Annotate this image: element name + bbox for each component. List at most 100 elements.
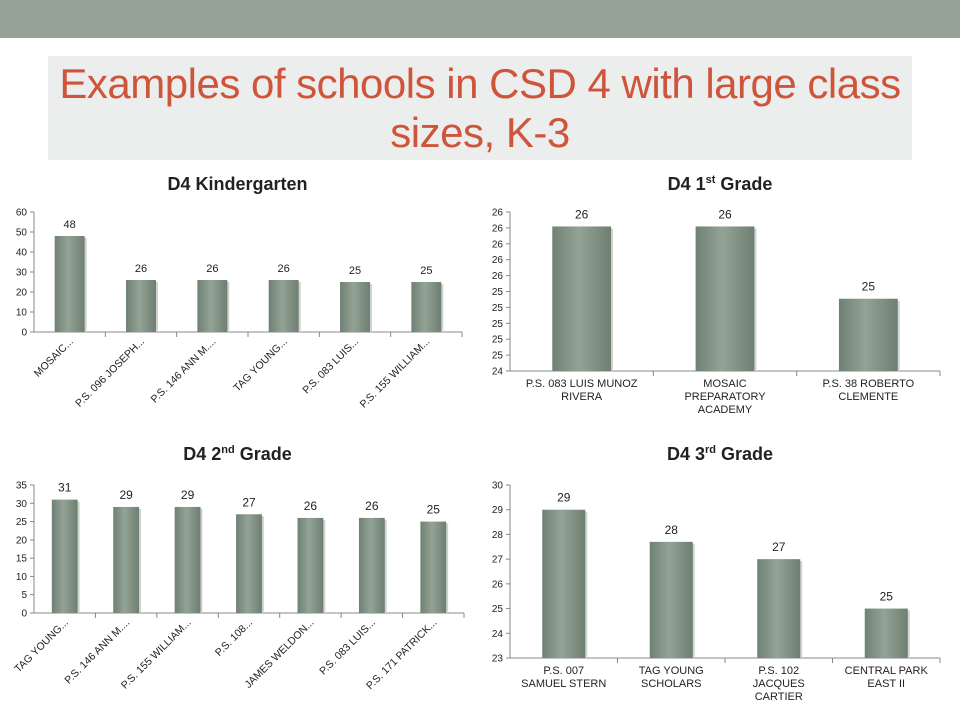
bar <box>174 506 201 613</box>
data-label: 26 <box>206 263 218 275</box>
data-label: 31 <box>58 481 72 495</box>
chart-plot: 0 10 20 30 40 50 60 48 MOSAIC... 26 P.S. 096 JOSEP… <box>16 208 463 410</box>
bar <box>864 608 908 658</box>
y-tick-label: 20 <box>16 288 28 299</box>
bar <box>236 514 262 613</box>
category-label-line: P.S. 38 ROBERTO <box>822 378 914 390</box>
y-tick-label: 28 <box>492 530 504 541</box>
bar <box>552 226 612 371</box>
bar <box>695 226 755 371</box>
bar <box>420 521 447 613</box>
chart-title: D4 3rd Grade <box>480 444 960 465</box>
y-tick-label: 25 <box>492 303 504 314</box>
title-box: Examples of schools in CSD 4 with large … <box>48 56 912 160</box>
data-label: 27 <box>772 540 786 554</box>
y-tick-label: 0 <box>21 609 27 620</box>
category-label: JAMES WELDON... <box>242 617 316 691</box>
chart-first-grade: D4 1st Grade 24 25 25 25 25 25 26 26 26 26 26 26 P.S… <box>480 170 960 432</box>
y-tick-label: 60 <box>16 208 28 219</box>
y-tick-label: 40 <box>16 248 28 259</box>
y-tick-label: 26 <box>492 579 504 590</box>
y-tick-label: 30 <box>16 268 28 279</box>
bar <box>113 506 140 613</box>
y-tick-label: 25 <box>16 517 28 528</box>
data-label: 26 <box>135 263 147 275</box>
y-tick-label: 26 <box>492 271 504 282</box>
chart-second-grade: D4 2nd Grade 0 5 10 15 20 25 30 35 31 TAG YOUNG..… <box>0 440 475 720</box>
category-label-line: CLEMENTE <box>838 391 898 403</box>
category-label-line: JACQUES <box>753 678 805 690</box>
data-label: 25 <box>427 503 441 517</box>
chart-plot: 24 25 25 25 25 25 26 26 26 26 26 26 P.S. 083 LUIS MU… <box>492 207 941 416</box>
bar <box>126 280 156 332</box>
category-label-line: RIVERA <box>561 391 603 403</box>
y-tick-label: 25 <box>492 335 504 346</box>
category-label: P.S. 083 LUIS MUNOZ RIVERA <box>526 378 638 403</box>
chart-title: D4 2nd Grade <box>0 444 475 465</box>
y-tick-label: 5 <box>21 590 27 601</box>
bar <box>649 541 693 658</box>
category-label-line: MOSAIC <box>703 378 746 390</box>
top-band <box>0 0 960 38</box>
bar <box>757 559 801 658</box>
data-label: 25 <box>420 265 432 277</box>
category-label-line: P.S. 102 <box>758 665 799 677</box>
y-tick-label: 25 <box>492 319 504 330</box>
bar <box>54 236 85 332</box>
data-label: 26 <box>575 207 589 221</box>
data-label: 29 <box>181 488 195 502</box>
bar <box>542 509 586 658</box>
chart-title-main: D4 3 <box>666 444 705 464</box>
y-tick-label: 23 <box>492 654 504 665</box>
y-tick-label: 25 <box>492 604 504 615</box>
chart-title-sup: st <box>705 174 716 186</box>
category-label-line: EAST II <box>867 678 905 690</box>
y-tick-label: 50 <box>16 228 28 239</box>
bar <box>340 282 370 332</box>
chart-title: D4 Kindergarten <box>0 174 475 195</box>
y-tick-label: 26 <box>492 239 504 250</box>
category-label: P.S. 096 JOSEPH... <box>73 336 147 410</box>
chart-title: D4 1st Grade <box>480 174 960 195</box>
category-label: P.S. 108... <box>213 617 255 659</box>
category-label: P.S. 083 LUIS... <box>300 336 361 397</box>
category-label: P.S. 102 JACQUES CARTIER <box>753 665 805 703</box>
category-label: P.S. 171 PATRICK... <box>364 617 439 692</box>
bar <box>197 280 228 332</box>
bar <box>358 517 385 613</box>
category-label-line: SCHOLARS <box>641 678 702 690</box>
chart-title-tail: Grade <box>234 444 292 464</box>
y-tick-label: 27 <box>492 555 504 566</box>
category-label: P.S. 155 WILLIAM... <box>119 617 194 692</box>
category-label-line: TAG YOUNG <box>639 665 704 677</box>
data-label: 26 <box>718 207 732 221</box>
category-label-line: PREPARATORY <box>684 391 766 403</box>
chart-title-sup: rd <box>705 444 716 456</box>
data-label: 29 <box>557 491 571 505</box>
category-label: TAG YOUNG... <box>12 617 71 676</box>
category-label-line: P.S. 007 <box>543 665 584 677</box>
bar <box>838 298 898 371</box>
y-tick-label: 26 <box>492 208 504 219</box>
data-label: 25 <box>862 280 876 294</box>
category-label: P.S. 146 ANN M.... <box>149 336 219 406</box>
category-label: CENTRAL PARK EAST II <box>845 665 929 690</box>
y-tick-label: 25 <box>492 287 504 298</box>
y-tick-label: 30 <box>16 499 28 510</box>
chart-title-tail: Grade <box>716 444 774 464</box>
data-label: 26 <box>304 499 318 513</box>
y-tick-label: 24 <box>492 629 504 640</box>
data-label: 29 <box>119 488 133 502</box>
chart-title-main: D4 2 <box>183 444 222 464</box>
category-label: MOSAIC PREPARATORY ACADEMY <box>684 378 766 416</box>
chart-title-main: D4 1 <box>667 174 706 194</box>
category-label: MOSAIC... <box>32 336 76 380</box>
y-tick-label: 26 <box>492 255 504 266</box>
chart-third-grade: D4 3rd Grade 23 24 25 26 27 28 29 30 29 P.S. 007 S… <box>480 440 960 720</box>
chart-title-sup: nd <box>221 444 235 456</box>
data-label: 28 <box>665 523 679 537</box>
y-tick-label: 10 <box>16 572 28 583</box>
data-label: 48 <box>64 219 76 231</box>
data-label: 25 <box>880 590 894 604</box>
data-label: 27 <box>242 495 256 509</box>
